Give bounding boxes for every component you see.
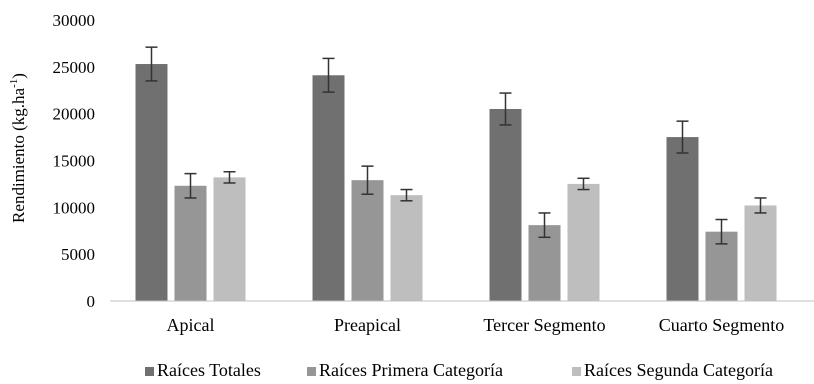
error-bar <box>754 197 767 214</box>
bar <box>135 64 168 301</box>
error-bar <box>322 57 335 93</box>
y-axis-title-close: ) <box>9 73 28 79</box>
y-axis-title: Rendimiento (kg.ha-1) <box>8 73 28 223</box>
error-bars <box>145 46 767 245</box>
bar <box>489 108 522 301</box>
bar <box>213 177 246 301</box>
bar <box>666 137 699 301</box>
y-tick-label: 10000 <box>53 198 96 217</box>
x-category-label: Tercer Segmento <box>483 315 605 335</box>
legend-swatch <box>307 367 316 376</box>
legend: Raíces Totales Raíces Primera Categoría Ra… <box>145 360 773 380</box>
legend-label: Raíces Primera Categoría <box>319 360 503 380</box>
y-tick-label: 5000 <box>61 245 95 264</box>
bar <box>744 205 777 301</box>
y-axis-title-text: Rendimiento (kg.ha-1) <box>8 73 28 223</box>
legend-item: Raíces Primera Categoría <box>307 360 503 380</box>
error-bar <box>538 212 551 239</box>
x-category-label: Apical <box>167 315 215 335</box>
y-tick-label: 30000 <box>53 11 96 30</box>
y-tick-label: 15000 <box>53 152 96 171</box>
error-bar <box>577 177 590 191</box>
legend-label: Raíces Segunda Categoría <box>584 360 773 380</box>
error-bar <box>400 188 413 202</box>
legend-swatch <box>572 367 581 376</box>
bar <box>567 183 600 301</box>
y-tick-label: 20000 <box>53 105 96 124</box>
x-category-label: Cuarto Segmento <box>659 315 784 335</box>
bar <box>351 180 384 301</box>
y-tick-label: 25000 <box>53 58 96 77</box>
error-bar <box>223 170 236 184</box>
error-bar <box>145 46 158 82</box>
error-bar <box>499 92 512 126</box>
error-bar <box>715 218 728 245</box>
legend-swatch <box>145 367 154 376</box>
bars <box>135 64 777 301</box>
y-axis-title-main: Rendimiento (kg.ha <box>9 87 28 222</box>
y-axis-ticks: 0 5000 10000 15000 20000 25000 30000 <box>53 11 96 311</box>
y-tick-label: 0 <box>87 292 96 311</box>
error-bar <box>361 165 374 195</box>
bar <box>174 185 207 301</box>
error-bar <box>676 120 689 154</box>
legend-item: Raíces Totales <box>145 360 261 380</box>
bar <box>390 195 423 301</box>
legend-label: Raíces Totales <box>157 360 261 380</box>
x-category-label: Preapical <box>334 315 401 335</box>
y-axis-title-sup: -1 <box>8 79 20 88</box>
error-bar <box>184 172 197 199</box>
legend-item: Raíces Segunda Categoría <box>572 360 773 380</box>
x-axis-labels: Apical Preapical Tercer Segmento Cuarto Seg… <box>167 315 785 335</box>
bar <box>312 75 345 301</box>
